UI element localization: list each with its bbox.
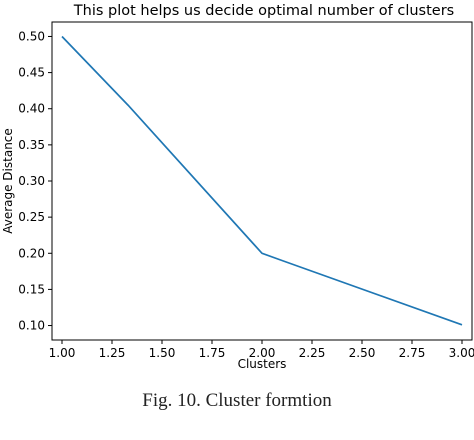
y-tick-label: 0.30 <box>18 174 45 188</box>
y-tick-label: 0.35 <box>18 138 45 152</box>
y-tick-label: 0.40 <box>18 102 45 116</box>
x-tick-label: 1.75 <box>199 346 226 360</box>
y-tick-label: 0.50 <box>18 29 45 43</box>
x-tick-label: 1.00 <box>49 346 76 360</box>
x-tick-label: 1.50 <box>149 346 176 360</box>
y-tick-label: 0.15 <box>18 282 45 296</box>
figure-caption: Fig. 10. Cluster formtion <box>142 390 332 411</box>
plot-area <box>51 21 473 341</box>
x-tick-label: 3.00 <box>449 346 474 360</box>
y-tick-label: 0.45 <box>18 66 45 80</box>
y-tick-label: 0.25 <box>18 210 45 224</box>
line-chart: This plot helps us decide optimal number… <box>1 3 474 371</box>
y-axis-label: Average Distance <box>1 128 15 234</box>
series-line-average-distance <box>61 35 463 326</box>
y-axis: 0.10 0.15 0.20 0.25 0.30 0.35 0.40 0.45 0.50 <box>18 29 52 333</box>
x-tick-label: 2.25 <box>299 346 326 360</box>
y-tick-label: 0.10 <box>18 319 45 333</box>
x-tick-label: 2.00 <box>249 346 276 360</box>
x-tick-label: 1.25 <box>99 346 126 360</box>
x-tick-label: 2.50 <box>349 346 376 360</box>
chart-title: This plot helps us decide optimal number… <box>73 3 454 19</box>
x-axis-label: Clusters <box>238 357 287 371</box>
y-tick-label: 0.20 <box>18 246 45 260</box>
x-tick-label: 2.75 <box>399 346 426 360</box>
x-axis: 1.00 1.25 1.50 1.75 2.00 2.25 2.50 2.75 3.00 <box>49 340 474 360</box>
